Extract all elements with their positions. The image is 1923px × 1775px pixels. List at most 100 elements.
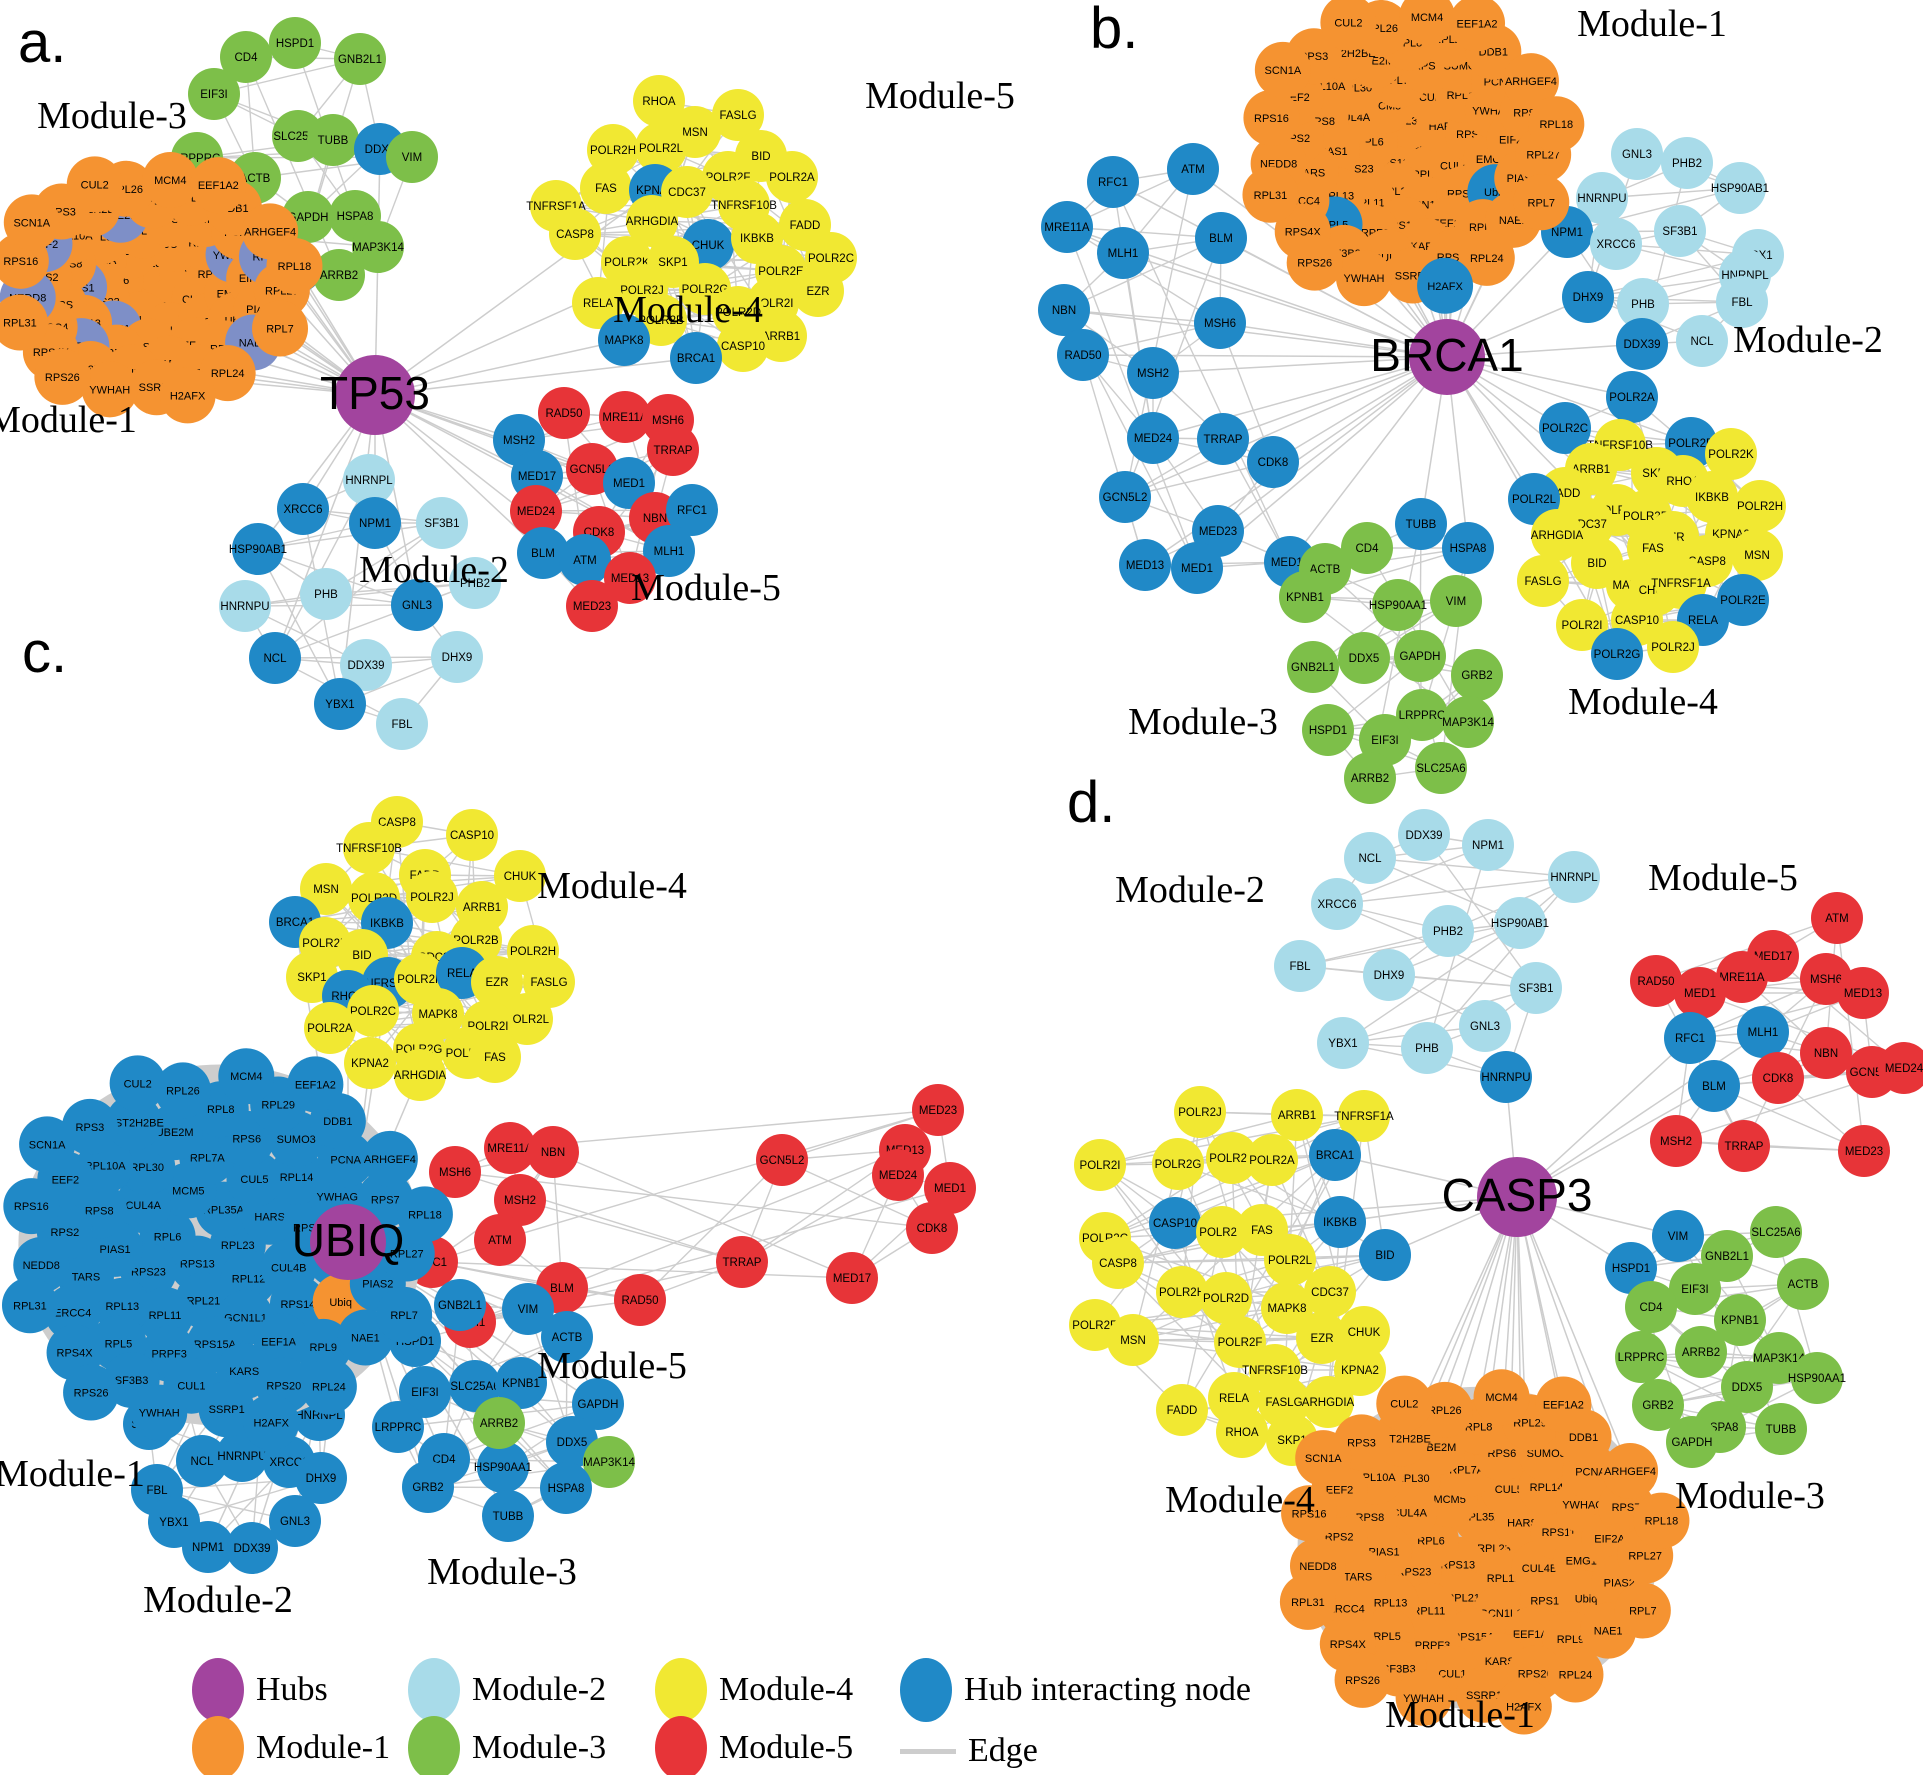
node-label: RPL5 [105, 1338, 133, 1350]
network-node [626, 195, 678, 247]
network-node [1302, 704, 1354, 756]
network-node [1837, 967, 1889, 1019]
legend-label: Hubs [256, 1671, 328, 1708]
network-node [1531, 509, 1583, 561]
edge [1222, 356, 1448, 440]
network-node [1214, 1316, 1266, 1368]
network-node [3, 1178, 60, 1235]
network-node [287, 1056, 344, 1113]
node-label: DDB1 [1569, 1432, 1598, 1444]
node-label: HSPD1 [276, 38, 314, 50]
network-node [1363, 949, 1415, 1001]
network-node [1171, 542, 1223, 594]
edge [1587, 274, 1746, 298]
edge [1713, 1085, 1865, 1152]
node-label: MRE11A [1044, 222, 1089, 234]
node-label: H2AFX [1506, 1702, 1542, 1714]
node-label: MAPK8 [605, 335, 644, 347]
network-node [1800, 1027, 1852, 1079]
node-label: RPL24 [1470, 253, 1504, 265]
node-label: CDC37 [1311, 1287, 1349, 1299]
node-label: RPL13 [105, 1301, 139, 1313]
node-label: RPL6 [154, 1232, 182, 1244]
node-label: HNRNPU [220, 601, 269, 613]
module-label: Module-1 [1385, 1694, 1535, 1736]
network-node [334, 33, 386, 85]
node-label: MCM4 [1485, 1392, 1517, 1404]
node-label: RPS15A [194, 1339, 237, 1351]
network-node [1576, 172, 1628, 224]
edge [1566, 187, 1741, 233]
node-label: RPS23 [131, 1266, 166, 1278]
node-label: XRCC6 [1318, 899, 1357, 911]
node-label: GRB2 [1461, 670, 1492, 682]
module-label: Module-4 [613, 289, 763, 331]
network-node [1107, 1314, 1159, 1366]
node-label: DDX39 [1405, 830, 1442, 842]
network-node [1647, 621, 1699, 673]
module-label: Module-5 [537, 1345, 687, 1387]
node-label: NPM1 [192, 1542, 224, 1554]
node-label: RPS6 [232, 1134, 261, 1146]
node-label: BRCA1 [276, 917, 314, 929]
node-label: MED1 [1684, 988, 1716, 1000]
node-label: MLH1 [654, 546, 685, 558]
network-node [1459, 1000, 1511, 1052]
network-node [399, 1366, 451, 1418]
node-label: FAS [484, 1052, 506, 1064]
module-blob: RPL23RPS13RPL35ARPL12RPL6HARSRPL21MCM5CU… [1242, 0, 1585, 314]
network-node [469, 1031, 521, 1083]
node-label: CD4 [1639, 1302, 1663, 1314]
node-label: RPL35A [203, 1205, 245, 1217]
node-label: YWHAH [139, 1408, 180, 1420]
edge [1342, 922, 1521, 1044]
node-label: RPL6 [1417, 1536, 1445, 1548]
node-label: RPS8 [1356, 1512, 1385, 1524]
node-label: KPNA2 [351, 1058, 389, 1070]
node-label: DDX5 [1349, 653, 1380, 665]
network-node [477, 1441, 529, 1493]
nodes-layer: CASP8CASP10TNFRSF10BFADDCHUKMSNPOLR2DPOL… [1, 796, 976, 1574]
network-node [712, 89, 764, 141]
node-label: H2AFX [170, 390, 206, 402]
node-label: FBL [1731, 297, 1753, 309]
node-label: VIM [1668, 1231, 1688, 1243]
nodes-layer: RFC1 ATM MRE11A MLH1 BLM NBN MSH6 RAD50 MSH2 MED2… [1038, 0, 1786, 804]
node-label: FASLG [1524, 576, 1561, 588]
node-label: SF3B3 [115, 1375, 149, 1387]
legend-item-module-3: Module-3 [408, 1716, 606, 1775]
node-label: ARRB1 [463, 902, 501, 914]
network-node [266, 237, 323, 294]
node-label: RPS16 [3, 256, 38, 268]
node-label: VIM [402, 152, 422, 164]
network-node [1038, 284, 1090, 336]
node-label: HNRNPL [345, 475, 393, 487]
network-node [792, 265, 844, 317]
node-label: ARRB2 [1682, 1347, 1720, 1359]
node-label: RPL29 [1513, 1417, 1547, 1429]
network-node [1632, 1379, 1684, 1431]
node-label: DDX39 [1623, 339, 1660, 351]
network-node [1338, 1306, 1390, 1358]
node-label: POLR2G [1155, 1159, 1202, 1171]
network-node [517, 527, 569, 579]
network-node [1591, 628, 1643, 680]
edge [1219, 322, 1448, 358]
network-node [1652, 1210, 1704, 1262]
node-label: YBX1 [159, 1517, 188, 1529]
network-node [1716, 951, 1768, 1003]
node-label: HSP90AB1 [229, 544, 287, 556]
node-label: POLR2E [302, 938, 348, 950]
network-node [159, 367, 216, 424]
legend-item-hubs: Hubs [192, 1658, 328, 1722]
node-label: BRCA1 [677, 353, 715, 365]
node-label: POLR2C [1542, 423, 1588, 435]
network-node [1254, 41, 1311, 98]
network-node [1510, 962, 1562, 1014]
legend-item-hub-interacting-node: Hub interacting node [900, 1658, 1251, 1722]
node-label: NBN [1814, 1048, 1838, 1060]
node-label: GCN5L2 [1103, 492, 1148, 504]
node-label: CD4 [432, 1454, 456, 1466]
node-label: RPL13 [1374, 1597, 1408, 1609]
legend-item-module-5: Module-5 [655, 1716, 853, 1775]
